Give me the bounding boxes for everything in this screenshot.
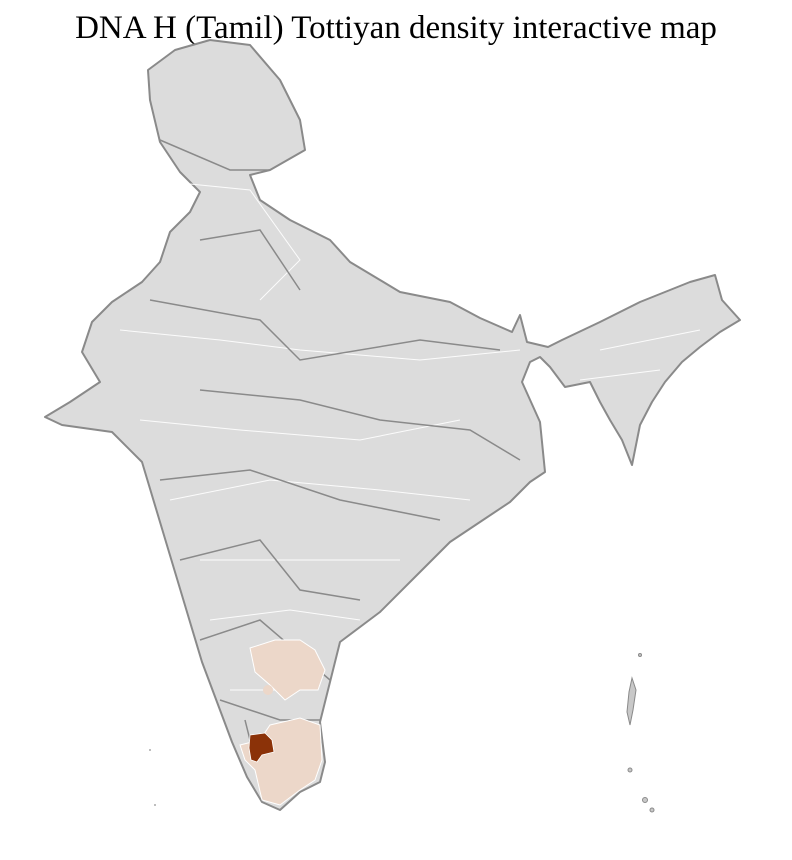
region-low-density-karnataka[interactable] bbox=[249, 639, 326, 701]
region-high-density[interactable] bbox=[248, 732, 275, 763]
lakshadweep-islands bbox=[149, 749, 156, 806]
region-low-density-small[interactable] bbox=[263, 685, 273, 695]
map-title: DNA H (Tamil) Tottiyan density interacti… bbox=[75, 10, 717, 46]
india-outline[interactable] bbox=[44, 39, 741, 811]
andaman-nicobar-islands[interactable] bbox=[626, 653, 655, 813]
